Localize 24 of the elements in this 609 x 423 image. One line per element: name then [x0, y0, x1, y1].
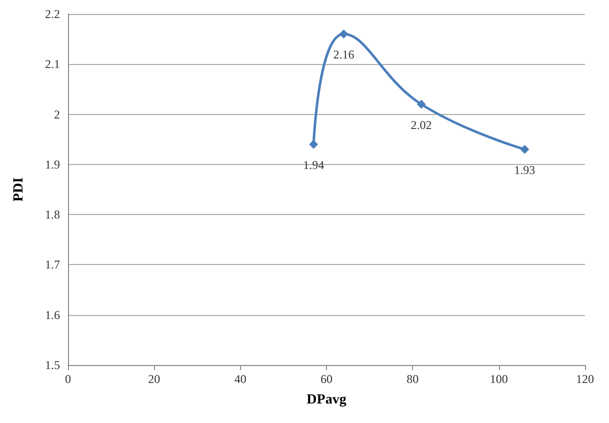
- x-axis-title: DPavg: [306, 392, 346, 408]
- y-tick-label: 1.7: [45, 258, 60, 272]
- data-label: 1.94: [303, 158, 324, 172]
- x-tick-label: 120: [576, 372, 594, 386]
- x-tick-label: 80: [406, 372, 419, 386]
- data-label: 1.93: [514, 162, 536, 177]
- y-tick-label: 2.2: [45, 7, 60, 21]
- y-tick-label: 1.6: [45, 308, 60, 322]
- y-tick-label: 1.8: [45, 208, 60, 222]
- point: [339, 30, 348, 39]
- x-tick-label: 40: [234, 372, 246, 386]
- x-tick-label: 60: [320, 372, 332, 386]
- x-tick-label: 0: [65, 372, 71, 386]
- y-axis-title: PDI: [12, 177, 26, 202]
- point: [416, 100, 426, 109]
- point: [520, 144, 530, 154]
- y-tick-label: 1.9: [45, 157, 60, 172]
- data-label: 2.02: [410, 118, 432, 132]
- y-tick-label: 2.1: [45, 57, 60, 72]
- x-tick-label: 100: [490, 372, 508, 386]
- x-tick-label: 20: [148, 372, 160, 386]
- data-label: 2.16: [333, 48, 354, 62]
- y-tick-label: 1.5: [45, 358, 60, 372]
- y-tick-label: 2: [54, 107, 60, 122]
